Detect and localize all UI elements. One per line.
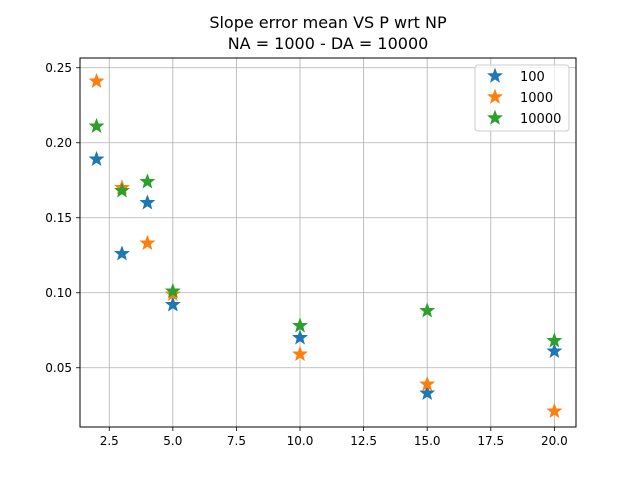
y-tick-label: 0.10	[45, 286, 72, 300]
data-point	[164, 282, 181, 299]
x-tick-label: 2.5	[100, 434, 119, 448]
data-point	[114, 182, 130, 198]
x-tick-label: 5.0	[163, 434, 182, 448]
x-tick-label: 10.0	[287, 434, 314, 448]
data-point	[292, 345, 308, 362]
x-tick-label: 7.5	[227, 434, 246, 448]
x-tick-label: 17.5	[477, 434, 504, 448]
data-point	[292, 329, 308, 345]
y-tick-label: 0.05	[45, 361, 72, 375]
legend: 100 1000 10000	[474, 64, 570, 132]
legend-marker	[487, 88, 503, 104]
data-point	[419, 384, 436, 401]
data-point	[546, 402, 563, 419]
chart-title: Slope error mean VS P wrt NP	[209, 13, 447, 32]
data-point	[88, 117, 105, 134]
legend-marker	[487, 109, 503, 125]
data-point	[164, 296, 181, 312]
data-point	[419, 375, 436, 392]
data-point	[292, 317, 308, 333]
data-point	[419, 302, 436, 318]
legend-label: 1000	[520, 91, 553, 106]
x-tick-label: 15.0	[414, 434, 441, 448]
x-tick-label: 20.0	[541, 434, 568, 448]
data-point	[546, 342, 563, 359]
data-point	[139, 173, 156, 189]
data-point	[88, 150, 105, 167]
x-tick-label: 12.5	[350, 434, 377, 448]
data-point	[88, 72, 105, 89]
legend-label: 100	[520, 70, 545, 85]
legend-marker	[487, 67, 503, 83]
chart-subtitle: NA = 1000 - DA = 10000	[228, 34, 429, 53]
data-point	[139, 234, 156, 251]
marks-layer	[88, 72, 563, 419]
plot-frame	[79, 57, 577, 428]
axes-layer: 2.5 5.0 7.5 10.0 12.5 15.0 17.5 20.0 0.05 0.10 0.1…	[45, 57, 577, 448]
series-100	[88, 150, 563, 401]
data-point	[139, 194, 156, 210]
data-point	[114, 245, 130, 261]
legend-label: 10000	[520, 112, 561, 127]
y-tick-label: 0.15	[45, 211, 72, 225]
data-point	[546, 332, 563, 348]
y-tick-label: 0.20	[45, 136, 72, 150]
y-tick-label: 0.25	[45, 61, 72, 75]
series-10000	[88, 117, 563, 348]
